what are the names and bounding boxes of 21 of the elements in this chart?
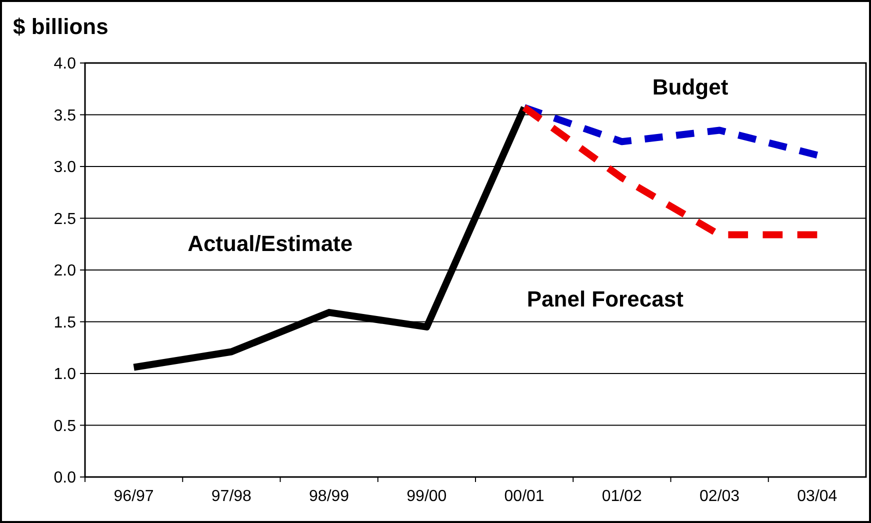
x-tick-label: 02/03 bbox=[700, 488, 740, 505]
x-tick-label: 01/02 bbox=[602, 488, 642, 505]
x-tick-label: 00/01 bbox=[504, 488, 544, 505]
y-tick-label: 1.5 bbox=[54, 314, 76, 332]
y-tick-label: 1.0 bbox=[54, 366, 76, 384]
series-label: Budget bbox=[652, 74, 729, 100]
x-tick-label: 03/04 bbox=[797, 488, 838, 505]
x-tick-label: 96/97 bbox=[114, 488, 154, 505]
y-tick-label: 2.5 bbox=[54, 210, 76, 228]
y-tick-label: 3.0 bbox=[54, 159, 76, 176]
y-tick-label: 4.0 bbox=[54, 56, 76, 73]
y-axis-title: $ billions bbox=[13, 14, 108, 39]
text: Panel Forecast bbox=[526, 286, 684, 312]
y-tick-label: 0.0 bbox=[54, 470, 76, 487]
x-tick-label: 99/00 bbox=[406, 488, 447, 505]
x-tick-label: 97/98 bbox=[211, 488, 252, 505]
y-tick-label: 2.0 bbox=[54, 262, 76, 280]
y-tick-label: 0.5 bbox=[54, 418, 76, 435]
y-tick-label: 3.5 bbox=[54, 107, 76, 124]
x-tick-label: 98/99 bbox=[309, 488, 350, 505]
text: Actual/Estimate bbox=[188, 230, 353, 256]
